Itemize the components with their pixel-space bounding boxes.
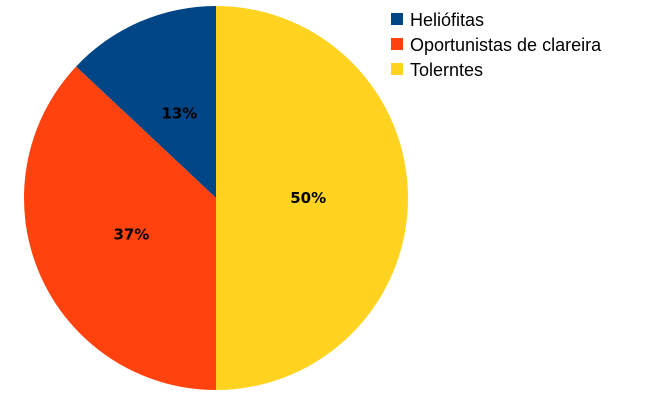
slice-label-2: 50% xyxy=(290,189,326,207)
legend-label-1: Oportunistas de clareira xyxy=(410,35,602,55)
legend-label-0: Heliófitas xyxy=(410,10,484,30)
legend: Heliófitas Oportunistas de clareira Tolern… xyxy=(391,10,602,80)
pie-slices xyxy=(24,6,408,390)
legend-swatch-2 xyxy=(391,63,403,75)
pie-slice-1 xyxy=(24,66,217,390)
pie-slice-labels: 13% 37% 50% xyxy=(113,104,326,243)
slice-label-1: 37% xyxy=(113,226,149,244)
pie-slice-2 xyxy=(216,6,408,390)
legend-swatch-1 xyxy=(391,38,403,50)
slice-label-0: 13% xyxy=(161,104,197,122)
legend-swatch-0 xyxy=(391,13,403,25)
pie-slice-0 xyxy=(76,6,216,198)
legend-label-2: Tolerntes xyxy=(410,60,483,80)
